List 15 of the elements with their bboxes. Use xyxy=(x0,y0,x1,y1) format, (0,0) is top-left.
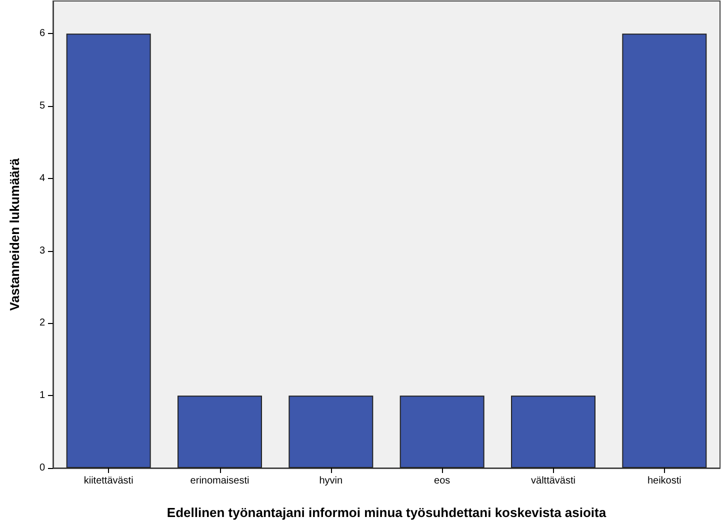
y-tick-label: 1 xyxy=(39,390,46,402)
x-tick-label: erinomaisesti xyxy=(190,476,250,486)
y-tick-label: 0 xyxy=(39,462,46,474)
x-tick-label: kiitettävästi xyxy=(84,476,134,486)
x-tick-label: eos xyxy=(434,476,450,486)
y-tick-label: 2 xyxy=(39,318,46,329)
y-tick-label: 3 xyxy=(39,245,46,256)
x-axis-title: Edellinen työnantajani informoi minua työsuhdettani koskevista asioita xyxy=(166,505,607,520)
x-tick-label: hyvin xyxy=(319,476,343,486)
y-tick-label: 5 xyxy=(39,100,46,112)
y-tick-label: 4 xyxy=(39,172,46,184)
y-tick-label: 6 xyxy=(39,28,46,40)
x-tick-label: välttävästi xyxy=(531,476,576,486)
y-axis-title: Vastanneiden lukumäärä xyxy=(7,158,22,311)
x-tick-label: heikosti xyxy=(647,476,682,486)
